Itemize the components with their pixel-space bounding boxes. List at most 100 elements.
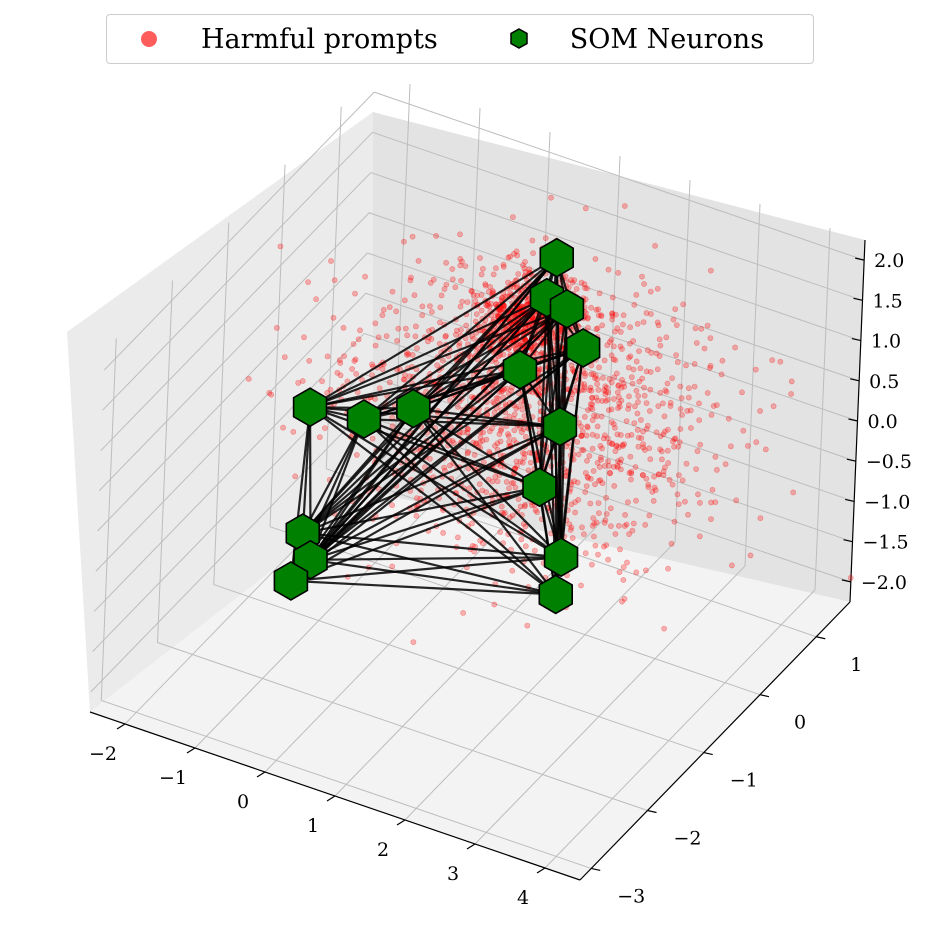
harmful-prompt-point xyxy=(599,322,606,329)
harmful-prompt-point xyxy=(687,407,694,414)
y-tick-mark xyxy=(591,867,601,872)
som-connection xyxy=(301,256,558,534)
som-neuron-marker xyxy=(502,349,538,390)
harmful-prompt-point xyxy=(589,431,596,438)
harmful-prompt-point xyxy=(465,465,472,472)
harmful-prompt-point xyxy=(457,262,464,269)
z-tick-mark xyxy=(848,418,858,422)
harmful-prompt-point xyxy=(604,435,611,442)
legend-label-som: SOM Neurons xyxy=(569,23,765,55)
harmful-prompt-point xyxy=(642,521,649,528)
som-connection xyxy=(310,486,540,561)
harmful-prompt-point xyxy=(566,521,573,527)
harmful-prompt-point xyxy=(531,547,538,554)
harmful-prompt-point xyxy=(490,271,497,278)
harmful-prompt-point xyxy=(597,442,604,449)
harmful-prompt-point xyxy=(598,456,604,463)
z-grid-line-left xyxy=(103,91,375,371)
harmful-prompt-point xyxy=(488,300,495,307)
harmful-prompt-point xyxy=(582,470,589,476)
harmful-prompt-point xyxy=(412,333,419,340)
harmful-prompt-point xyxy=(617,459,624,466)
harmful-prompt-point xyxy=(594,325,601,332)
harmful-prompt-point xyxy=(386,379,393,386)
harmful-prompt-point xyxy=(581,386,587,393)
harmful-prompt-point xyxy=(581,413,588,420)
z-tick-label: 0.0 xyxy=(868,411,898,433)
harmful-prompt-point xyxy=(469,520,475,527)
harmful-prompt-point xyxy=(657,389,664,396)
harmful-prompt-point xyxy=(389,288,396,295)
z-tick-mark xyxy=(851,337,861,342)
harmful-prompt-point xyxy=(350,341,357,347)
harmful-prompt-point xyxy=(588,371,595,378)
harmful-prompt-point xyxy=(620,443,626,449)
harmful-prompt-point xyxy=(671,436,678,442)
harmful-prompt-point xyxy=(625,405,632,412)
harmful-prompt-point xyxy=(697,499,703,506)
harmful-prompt-point xyxy=(601,357,608,364)
harmful-prompt-point xyxy=(404,352,410,358)
harmful-prompt-point xyxy=(696,533,703,540)
harmful-prompt-point xyxy=(413,513,420,519)
harmful-prompt-point xyxy=(621,523,628,529)
harmful-prompt-point xyxy=(644,347,651,354)
harmful-prompt-point xyxy=(446,462,453,469)
harmful-prompt-point xyxy=(621,203,628,209)
harmful-prompt-point xyxy=(647,369,654,375)
harmful-prompt-point xyxy=(670,316,677,323)
harmful-prompt-point xyxy=(452,331,459,338)
harmful-prompt-point xyxy=(608,406,615,413)
harmful-prompt-point xyxy=(600,435,607,442)
harmful-prompt-point xyxy=(353,370,360,377)
som-connection xyxy=(302,425,561,535)
harmful-prompt-point xyxy=(622,512,628,518)
harmful-prompt-point xyxy=(519,406,526,413)
harmful-prompt-point xyxy=(722,461,729,468)
harmful-prompt-point xyxy=(404,332,411,339)
harmful-prompt-point xyxy=(643,567,649,574)
y-tick-label: 1 xyxy=(850,654,862,676)
harmful-prompt-point xyxy=(352,290,358,297)
harmful-prompt-point xyxy=(602,383,609,390)
som-connection xyxy=(363,256,558,420)
harmful-prompt-point xyxy=(520,426,527,432)
harmful-prompt-point xyxy=(708,516,714,522)
z-grid-line-left xyxy=(90,413,362,693)
harmful-prompt-point xyxy=(634,426,641,433)
harmful-prompt-point xyxy=(623,521,630,528)
harmful-prompt-point xyxy=(606,439,613,446)
harmful-prompt-point xyxy=(400,376,407,383)
harmful-prompt-point xyxy=(579,432,585,439)
harmful-prompt-point xyxy=(582,550,589,557)
harmful-prompt-point xyxy=(513,405,520,412)
harmful-prompt-point xyxy=(510,480,517,486)
harmful-prompt-point xyxy=(313,296,319,303)
harmful-prompt-point xyxy=(492,265,499,272)
harmful-prompt-point xyxy=(725,415,732,422)
som-neuron-marker xyxy=(543,537,579,578)
harmful-prompt-point xyxy=(266,389,273,396)
harmful-prompt-point xyxy=(660,400,666,407)
harmful-prompt-point xyxy=(594,459,601,466)
harmful-prompt-point xyxy=(428,308,435,315)
harmful-prompt-point xyxy=(757,408,763,414)
x-tick-label: 4 xyxy=(517,887,529,909)
harmful-prompt-point xyxy=(497,529,504,535)
harmful-prompt-point xyxy=(479,540,486,547)
harmful-prompt-point xyxy=(599,480,606,487)
harmful-prompt-point xyxy=(515,403,522,410)
z-tick-label: 2.0 xyxy=(874,250,904,272)
harmful-prompt-point xyxy=(732,344,738,351)
harmful-prompt-point xyxy=(578,423,584,430)
harmful-prompt-point xyxy=(458,326,464,333)
harmful-prompt-point xyxy=(747,552,754,559)
z-grid-line-left xyxy=(102,131,373,411)
z-grid-line-left xyxy=(95,292,367,572)
harmful-prompt-point xyxy=(603,542,610,548)
harmful-prompt-point xyxy=(679,477,686,484)
harmful-prompt-point xyxy=(472,318,479,325)
harmful-prompt-point xyxy=(412,323,419,330)
harmful-prompt-point xyxy=(640,472,646,478)
